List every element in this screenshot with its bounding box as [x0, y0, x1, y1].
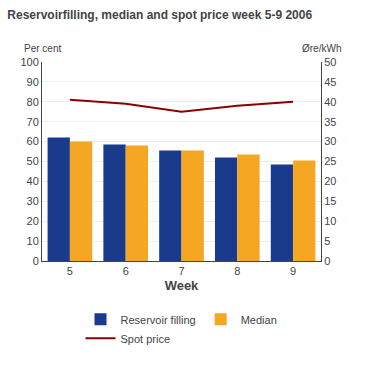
svg-text:15: 15 [324, 195, 336, 207]
svg-text:20: 20 [324, 175, 336, 187]
svg-text:35: 35 [324, 116, 336, 128]
svg-text:Median: Median [241, 314, 277, 326]
svg-text:40: 40 [324, 96, 336, 108]
svg-text:60: 60 [27, 135, 39, 147]
svg-text:70: 70 [27, 116, 39, 128]
svg-text:45: 45 [324, 76, 336, 88]
svg-text:20: 20 [27, 215, 39, 227]
svg-text:80: 80 [27, 96, 39, 108]
svg-text:Øre/kWh: Øre/kWh [302, 43, 341, 54]
svg-text:6: 6 [123, 265, 129, 277]
svg-text:Reservoir filling: Reservoir filling [121, 314, 196, 326]
svg-text:30: 30 [27, 195, 39, 207]
svg-text:25: 25 [324, 155, 336, 167]
svg-text:50: 50 [324, 56, 336, 68]
svg-text:8: 8 [234, 265, 240, 277]
svg-text:5: 5 [324, 235, 330, 247]
svg-text:40: 40 [27, 175, 39, 187]
svg-text:90: 90 [27, 76, 39, 88]
svg-text:7: 7 [178, 265, 184, 277]
svg-text:Reservoirfilling, median and s: Reservoirfilling, median and spot price … [7, 8, 312, 22]
svg-text:10: 10 [324, 215, 336, 227]
svg-text:9: 9 [290, 265, 296, 277]
svg-text:30: 30 [324, 135, 336, 147]
svg-text:Per cent: Per cent [24, 43, 61, 54]
svg-text:50: 50 [27, 155, 39, 167]
svg-text:5: 5 [67, 265, 73, 277]
svg-text:100: 100 [20, 56, 38, 68]
svg-text:0: 0 [33, 255, 39, 267]
svg-text:Week: Week [165, 278, 199, 293]
svg-text:0: 0 [324, 255, 330, 267]
svg-text:Spot price: Spot price [121, 333, 171, 345]
svg-text:10: 10 [27, 235, 39, 247]
